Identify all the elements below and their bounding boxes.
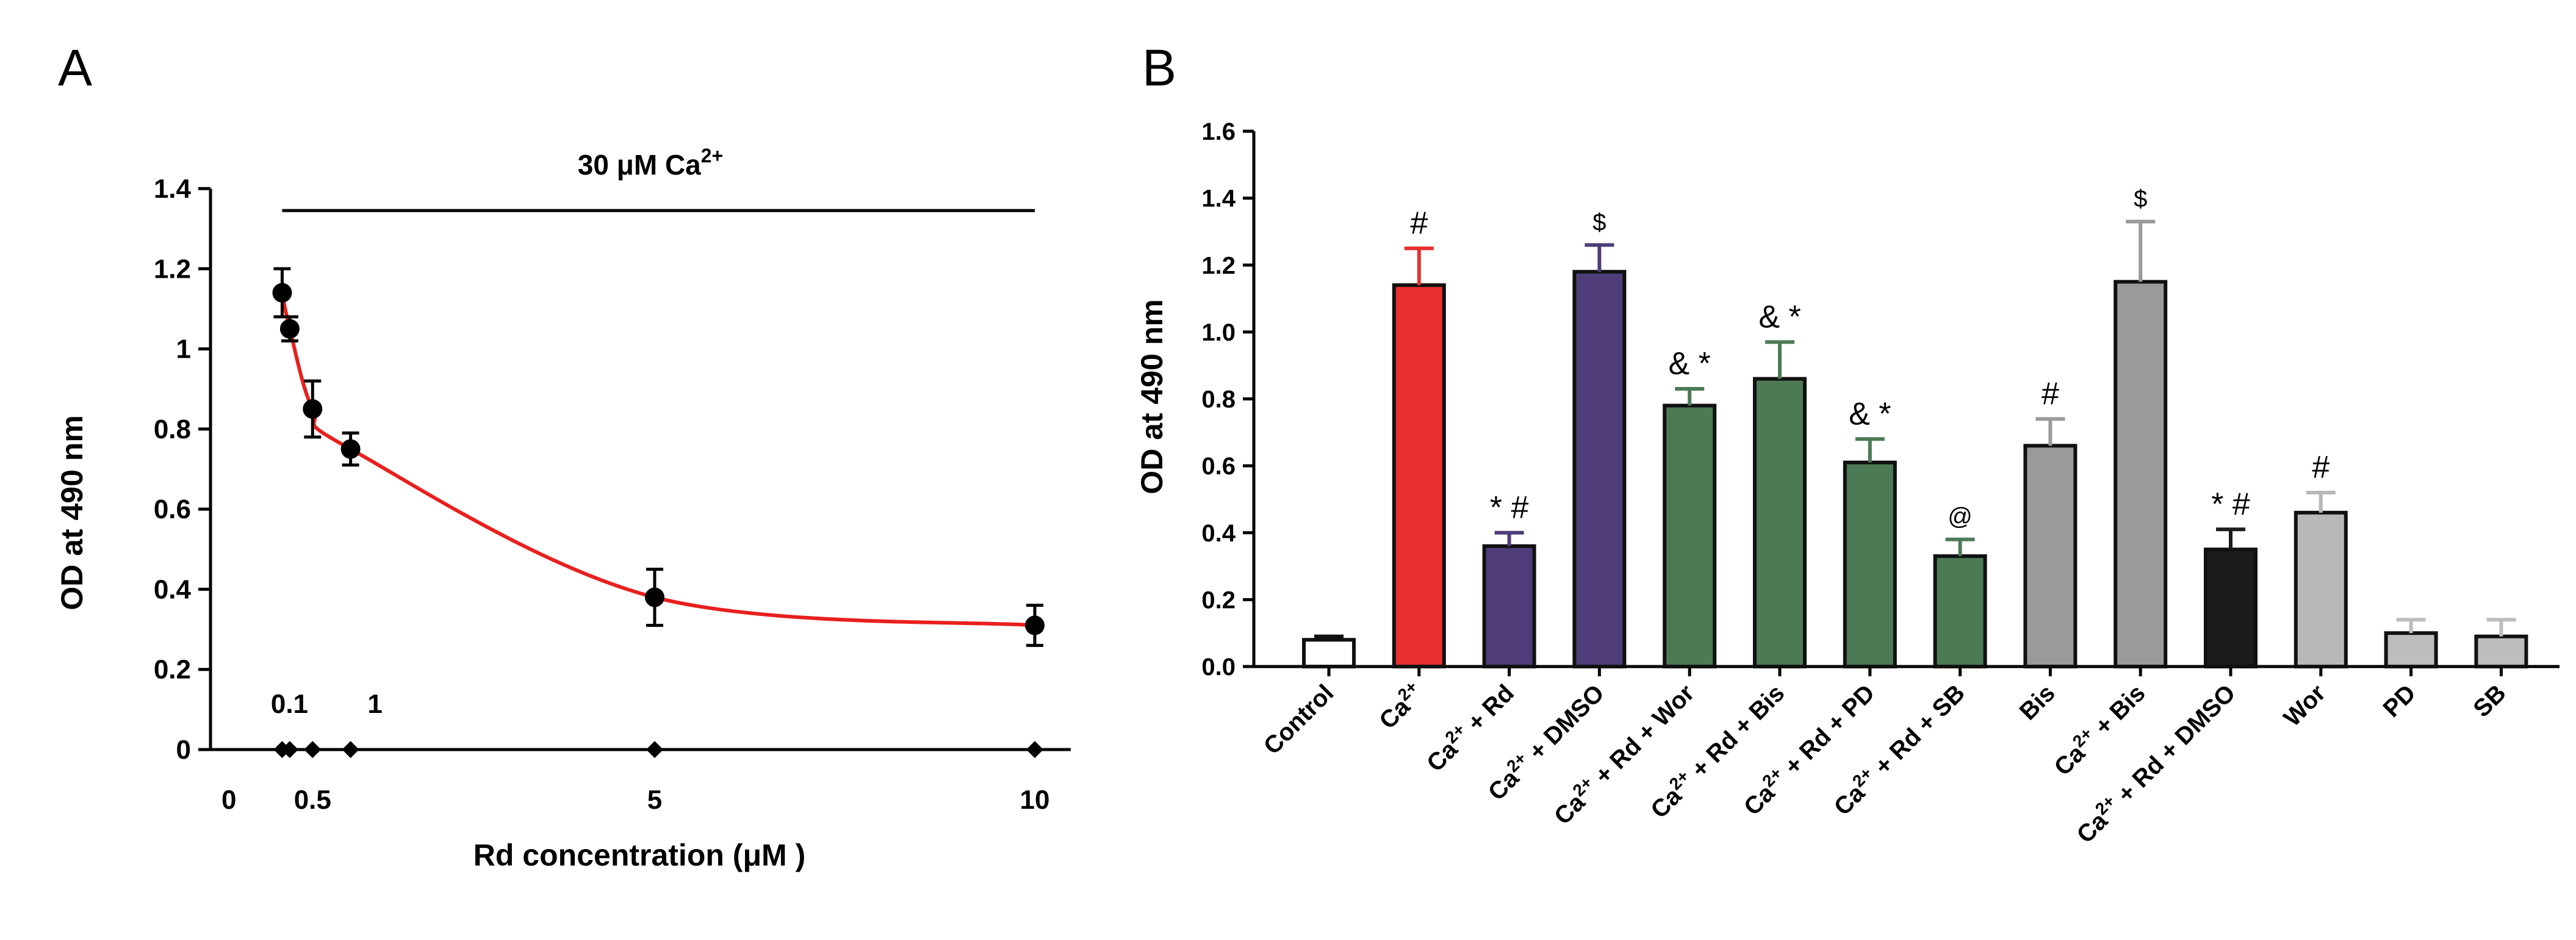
panel-b-bar: [1482, 544, 1536, 668]
panel-b-bar: [2294, 510, 2348, 668]
panel-a-fit-line: [280, 292, 1035, 627]
panel-a-x-tick-label: 5: [647, 785, 662, 815]
panel-a-x-tick-label: 0.5: [294, 785, 331, 815]
panel-b-bar: [2023, 444, 2078, 668]
panel-b-significance-label: #: [2042, 376, 2059, 411]
panel-b-y-tick-label: 0.8: [1201, 386, 1236, 413]
panel-a-title: 30 μM Ca2+: [578, 145, 723, 181]
panel-a-y-tick-label: 0.4: [154, 574, 192, 604]
panel-b-bar: [2114, 280, 2168, 668]
panel-b-chart: OD at 490 nm 0.0 0.2 0.4 0.6 0.8 1.0 1.2 1.4 1.6…: [1135, 118, 2560, 848]
panel-b-category-label: PD: [2378, 679, 2421, 722]
panel-a-data-point: [645, 587, 664, 607]
panel-b-y-tick-label: 1.2: [1201, 252, 1236, 279]
panel-b-bar: [2204, 548, 2258, 668]
panel-a-x-axis-title: Rd concentration (μM ): [473, 838, 805, 872]
panel-a-x-upper-tick-label: 0.1: [271, 689, 308, 719]
panel-b-bar: [1663, 403, 1717, 669]
panel-a-x-upper-tick-label: 1: [367, 689, 382, 719]
panel-b-y-axis-title: OD at 490 nm: [1135, 299, 1169, 494]
panel-b-significance-label: $: [1592, 209, 1606, 236]
panel-a-data-point: [272, 283, 292, 303]
panel-a-y-tick-label: 0: [176, 735, 191, 765]
panel-b-bar: [1933, 554, 1987, 669]
panel-b-significance-label: & *: [1758, 299, 1801, 334]
panel-a-data-point: [1025, 615, 1045, 635]
panel-a-baseline-marker: [304, 741, 322, 758]
panel-a-baseline-marker: [1026, 741, 1043, 758]
panel-a-y-tick-label: 1.4: [154, 174, 192, 204]
panel-b-significance-label: $: [2134, 186, 2147, 212]
panel-a-baseline-marker: [342, 741, 359, 758]
panel-a-baseline-marker: [646, 741, 663, 758]
panel-b-significance-label: & *: [1849, 396, 1891, 432]
panel-a-y-tick-label: 1: [176, 334, 191, 364]
panel-a-baseline-marker: [281, 741, 298, 758]
panel-b-y-tick-label: 1.0: [1201, 319, 1236, 346]
panel-b-y-tick-label: 0.2: [1201, 587, 1236, 613]
panel-a-letter: A: [58, 39, 92, 96]
panel-b-significance-label: @: [1948, 504, 1973, 530]
panel-b-category-label: Ca2+​ + Bis: [2047, 677, 2151, 781]
panel-b-bar: [1843, 460, 1897, 668]
panel-b-category-label: Wor: [2279, 679, 2331, 732]
panel-a-data-point: [340, 439, 361, 459]
panel-b-bar: [1302, 638, 1356, 669]
panel-b-y-tick-label: 0.0: [1201, 654, 1236, 681]
panel-b-bar: [1572, 270, 1627, 668]
panel-b-y-tick-label: 1.4: [1201, 186, 1236, 212]
panel-b-y-tick-label: 0.6: [1201, 453, 1236, 480]
panel-b-y-tick-label: 0.4: [1201, 520, 1236, 547]
panel-a-y-axis-title: OD at 490 nm: [55, 415, 89, 610]
panel-a-x-tick-label: 0: [221, 785, 236, 815]
panel-b-significance-label: #: [2312, 450, 2330, 485]
panel-b-significance-label: & *: [1669, 346, 1711, 381]
panel-b-bar: [2474, 634, 2528, 668]
panel-b-letter: B: [1142, 39, 1176, 96]
panel-b-category-label: Bis: [2015, 679, 2060, 725]
panel-a-data-point: [303, 399, 323, 419]
panel-a-y-tick-label: 0.8: [154, 414, 191, 444]
panel-b-significance-label: #: [1410, 206, 1428, 241]
panel-b-bar: [1753, 377, 1807, 668]
panel-b-bar: [1392, 283, 1446, 668]
panel-a-x-tick-label: 10: [1020, 785, 1050, 815]
panel-b-significance-label: * #: [1490, 490, 1529, 526]
panel-b-category-label: Ca2+​ + Rd + DMSO: [2070, 677, 2241, 848]
panel-a-data-point: [279, 319, 300, 339]
panel-b-category-label: SB: [2468, 679, 2511, 722]
panel-b-category-label: Ca2+​: [1372, 677, 1429, 734]
panel-a-y-tick-label: 0.2: [154, 655, 191, 685]
panel-b-y-tick-label: 1.6: [1201, 118, 1236, 145]
panel-b-category-label: Control: [1259, 679, 1339, 760]
panel-b-significance-label: * #: [2211, 486, 2250, 522]
panel-a-y-tick-label: 0.6: [154, 494, 191, 524]
panel-a-y-tick-label: 1.2: [154, 254, 191, 284]
panel-a-chart: 30 μM Ca2+ OD at 490 nm Rd concentration…: [55, 145, 1071, 872]
panel-b-bar: [2384, 631, 2438, 668]
